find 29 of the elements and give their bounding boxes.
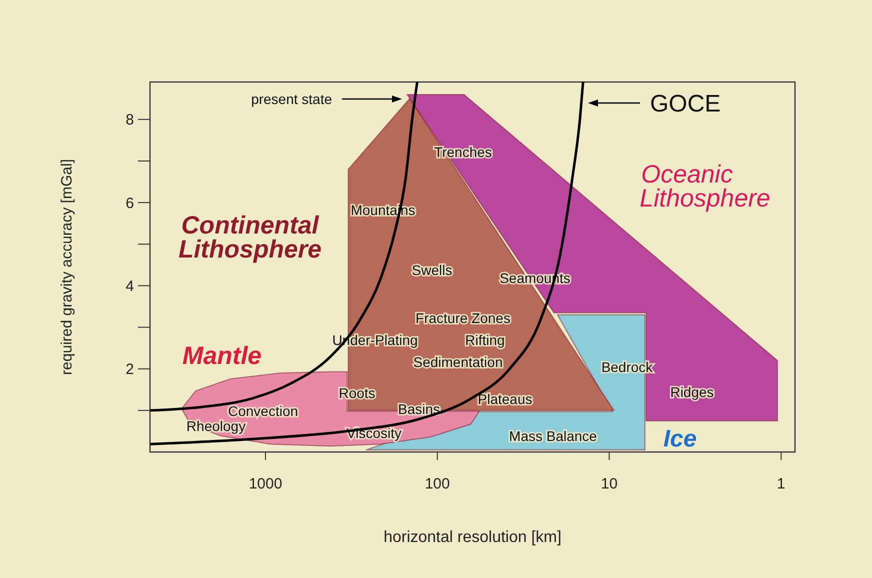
annotation: Sedimentation	[413, 354, 503, 370]
annotation: GOCE	[650, 90, 721, 118]
x-tick-label: 1000	[248, 476, 282, 493]
annotation: Convection	[228, 402, 298, 419]
annotation: present state	[251, 90, 332, 107]
annotation: Mantle	[182, 342, 262, 370]
y-tick-label: 2	[126, 361, 134, 378]
annotation: Viscosity	[346, 424, 402, 441]
x-tick-label: 100	[424, 476, 450, 493]
annotation: Rheology	[186, 418, 246, 434]
annotation: Ice	[663, 425, 697, 452]
x-tick-label: 1	[776, 476, 786, 493]
y-tick-label: 4	[126, 278, 134, 296]
annotation: Basins	[398, 400, 440, 417]
annotation: Mass Balance	[509, 428, 598, 444]
annotation: Rifting	[465, 332, 505, 348]
annotation: Swells	[412, 262, 452, 278]
annotation: Continental Lithosphere	[178, 212, 322, 264]
y-tick-label: 8	[126, 112, 134, 129]
annotation: Oceanic Lithosphere	[640, 160, 770, 212]
y-axis-title: required gravity accuracy [mGal]	[58, 159, 76, 375]
annotation: Ridges	[670, 384, 714, 400]
y-tick-label: 6	[126, 194, 134, 212]
annotation: Fracture Zones	[416, 310, 510, 326]
x-axis-title: horizontal resolution [km]	[384, 529, 562, 546]
annotation: Roots	[338, 384, 376, 401]
annotation: Plateaus	[478, 390, 532, 407]
annotation: Trenches	[434, 144, 492, 160]
x-tick-label: 10	[600, 476, 618, 493]
